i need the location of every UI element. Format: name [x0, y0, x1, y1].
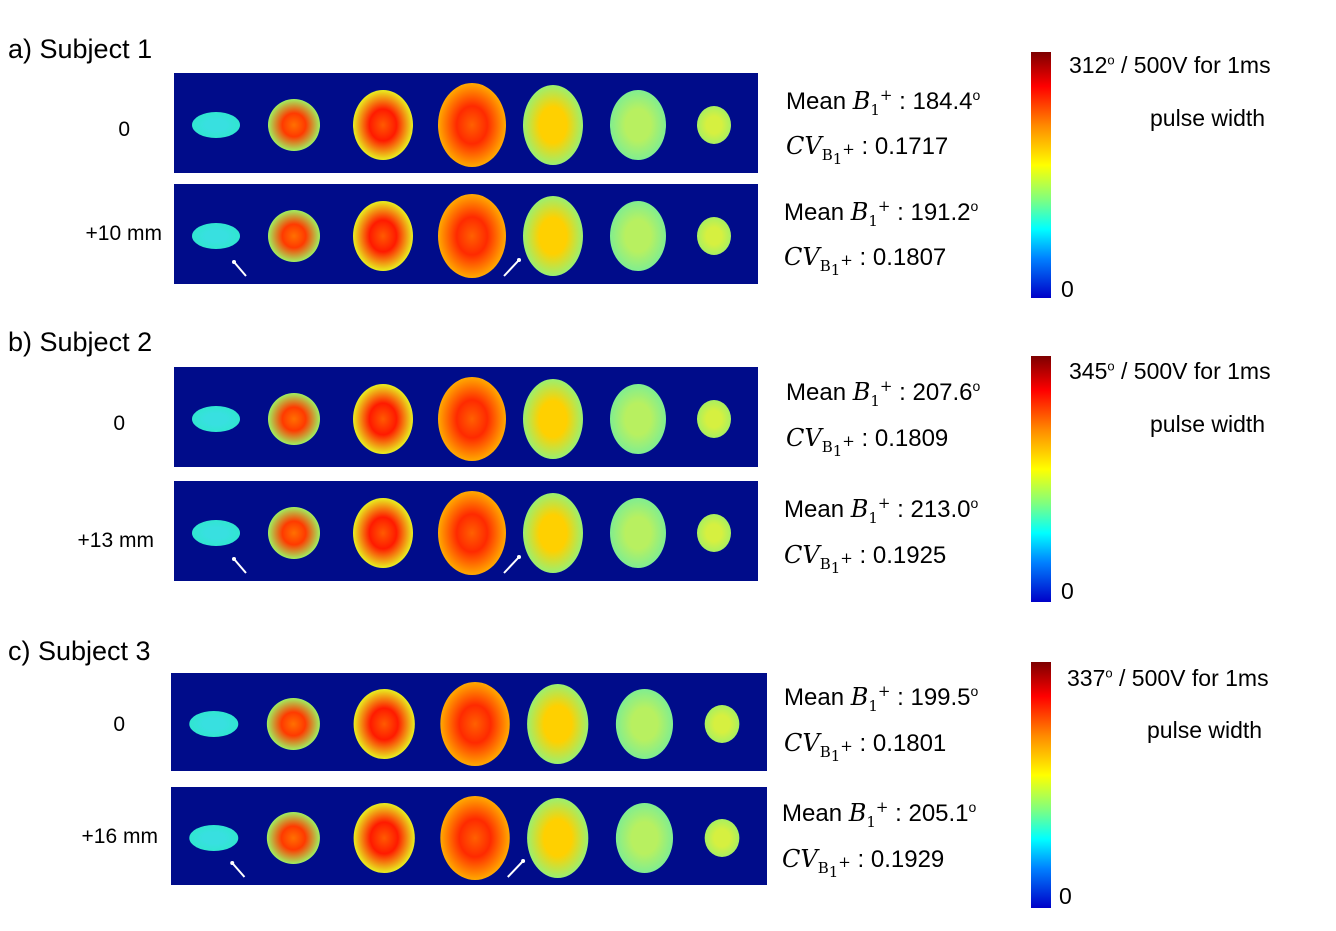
- brain-slice: [610, 384, 666, 454]
- colorbar-min-label: 0: [1061, 276, 1074, 302]
- row-offset-label: 0: [118, 118, 130, 141]
- cv-b1-stat: CVB1+ : 0.1925: [784, 541, 947, 577]
- arrow-marker: [503, 556, 520, 574]
- brain-slice: [266, 812, 320, 864]
- colorbar-max-label: 345o / 500V for 1ms: [1069, 358, 1271, 384]
- brain-slice: [353, 384, 413, 454]
- brain-slice: [704, 705, 740, 743]
- brain-slice: [438, 194, 506, 278]
- b1-map-strip: [174, 367, 758, 467]
- brain-slice: [353, 803, 415, 873]
- brain-slice: [523, 379, 583, 459]
- brain-slice: [438, 377, 506, 461]
- brain-slice: [704, 819, 740, 857]
- mean-b1-stat: Mean B1+ : 213.0o: [784, 494, 979, 527]
- brain-slice: [523, 196, 583, 276]
- brain-slice: [438, 83, 506, 167]
- brain-slice: [615, 689, 674, 759]
- brain-slice: [353, 90, 413, 160]
- brain-slice: [192, 112, 240, 138]
- cv-b1-stat: CVB1+ : 0.1717: [786, 132, 949, 168]
- arrow-head: [232, 260, 236, 264]
- subject-1-title: a) Subject 1: [8, 34, 153, 64]
- arrow-marker: [503, 259, 520, 277]
- subject-3-title: c) Subject 3: [8, 636, 151, 666]
- brain-slice: [440, 796, 510, 880]
- brain-slice: [697, 514, 731, 552]
- mean-b1-stat: Mean B1+ : 184.4o: [786, 86, 981, 119]
- brain-slice: [610, 90, 666, 160]
- colorbar-unit-label: pulse width: [1150, 411, 1266, 437]
- colorbar-min-label: 0: [1061, 578, 1074, 604]
- brain-slice: [697, 106, 731, 144]
- b1-map-strip: [174, 184, 758, 284]
- brain-slice: [353, 689, 415, 759]
- brain-slice: [527, 684, 589, 764]
- brain-slice: [697, 400, 731, 438]
- colorbar-unit-label: pulse width: [1147, 717, 1263, 743]
- brain-slice: [523, 85, 583, 165]
- cv-b1-stat: CVB1+ : 0.1807: [784, 243, 947, 279]
- mean-b1-stat: Mean B1+ : 199.5o: [784, 682, 979, 715]
- b1-map-strip: [174, 481, 758, 581]
- brain-slice: [268, 393, 320, 445]
- brain-slice: [189, 711, 239, 737]
- row-offset-label: +13 mm: [77, 529, 154, 552]
- brain-slice: [523, 493, 583, 573]
- colorbar-min-label: 0: [1059, 883, 1072, 909]
- brain-slice: [268, 507, 320, 559]
- brain-slice: [192, 520, 240, 546]
- brain-slice: [440, 682, 510, 766]
- arrow-head: [521, 859, 526, 863]
- brain-slice: [353, 201, 413, 271]
- row-offset-label: 0: [113, 713, 125, 736]
- cv-b1-stat: CVB1+ : 0.1801: [784, 729, 947, 765]
- brain-slice: [697, 217, 731, 255]
- arrow-head: [517, 258, 521, 262]
- row-offset-label: 0: [113, 412, 125, 435]
- brain-slice: [192, 406, 240, 432]
- colorbar: [1031, 662, 1051, 908]
- cv-b1-stat: CVB1+ : 0.1809: [786, 424, 949, 460]
- mean-b1-stat: Mean B1+ : 205.1o: [782, 798, 977, 831]
- row-offset-label: +10 mm: [85, 222, 162, 245]
- subject-2-title: b) Subject 2: [8, 327, 153, 357]
- arrow-marker: [507, 860, 524, 878]
- row-offset-label: +16 mm: [81, 825, 158, 848]
- b1-map-strip: [171, 787, 767, 885]
- brain-slice: [268, 210, 320, 262]
- arrow-marker: [233, 558, 247, 574]
- mean-b1-stat: Mean B1+ : 207.6o: [786, 377, 981, 410]
- brain-slice: [192, 223, 240, 249]
- colorbar-max-label: 337o / 500V for 1ms: [1067, 665, 1269, 691]
- brain-slice: [353, 498, 413, 568]
- cv-b1-stat: CVB1+ : 0.1929: [782, 845, 945, 881]
- brain-slice: [438, 491, 506, 575]
- brain-slice: [527, 798, 589, 878]
- colorbar: [1031, 356, 1051, 602]
- arrow-marker: [233, 261, 247, 277]
- b1-map-strip: [174, 73, 758, 173]
- brain-slice: [610, 498, 666, 568]
- colorbar: [1031, 52, 1051, 298]
- brain-slice: [268, 99, 320, 151]
- arrow-marker: [231, 862, 246, 878]
- mean-b1-stat: Mean B1+ : 191.2o: [784, 197, 979, 230]
- brain-slice: [615, 803, 674, 873]
- arrow-head: [232, 557, 236, 561]
- brain-slice: [610, 201, 666, 271]
- colorbar-unit-label: pulse width: [1150, 105, 1266, 131]
- arrow-head: [517, 555, 521, 559]
- brain-slice: [189, 825, 239, 851]
- b1-map-strip: [171, 673, 767, 771]
- colorbar-max-label: 312o / 500V for 1ms: [1069, 52, 1271, 78]
- brain-slice: [266, 698, 320, 750]
- arrow-head: [230, 861, 235, 865]
